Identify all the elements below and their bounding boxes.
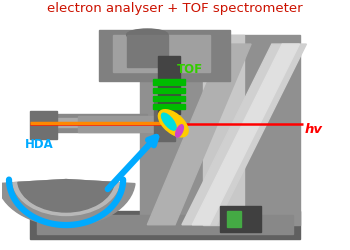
Ellipse shape bbox=[161, 113, 176, 130]
Bar bbox=[78, 116, 175, 132]
Text: hv: hv bbox=[305, 123, 323, 136]
Bar bbox=[30, 211, 300, 239]
Title: electron analyser + TOF spectrometer: electron analyser + TOF spectrometer bbox=[47, 2, 303, 15]
Bar bbox=[153, 104, 186, 109]
Bar bbox=[203, 35, 244, 225]
Bar bbox=[37, 216, 293, 234]
Bar bbox=[140, 35, 300, 225]
Bar bbox=[99, 30, 230, 81]
Bar bbox=[37, 114, 147, 132]
Bar bbox=[158, 56, 180, 114]
Polygon shape bbox=[147, 44, 251, 225]
Wedge shape bbox=[13, 180, 119, 216]
Bar bbox=[227, 211, 241, 227]
Bar bbox=[153, 88, 186, 93]
Text: HDA: HDA bbox=[25, 138, 53, 151]
Ellipse shape bbox=[159, 110, 188, 137]
Ellipse shape bbox=[176, 125, 183, 137]
Wedge shape bbox=[0, 180, 135, 226]
Polygon shape bbox=[182, 44, 306, 225]
Bar bbox=[30, 111, 57, 139]
Bar bbox=[113, 35, 210, 72]
Wedge shape bbox=[18, 180, 114, 212]
Bar bbox=[153, 80, 186, 84]
Bar bbox=[153, 96, 186, 101]
Bar bbox=[220, 206, 261, 232]
Polygon shape bbox=[192, 44, 300, 225]
Bar bbox=[154, 100, 175, 141]
Ellipse shape bbox=[127, 29, 168, 40]
Bar bbox=[44, 118, 147, 128]
Text: TOF: TOF bbox=[177, 63, 203, 76]
Bar bbox=[127, 35, 168, 67]
